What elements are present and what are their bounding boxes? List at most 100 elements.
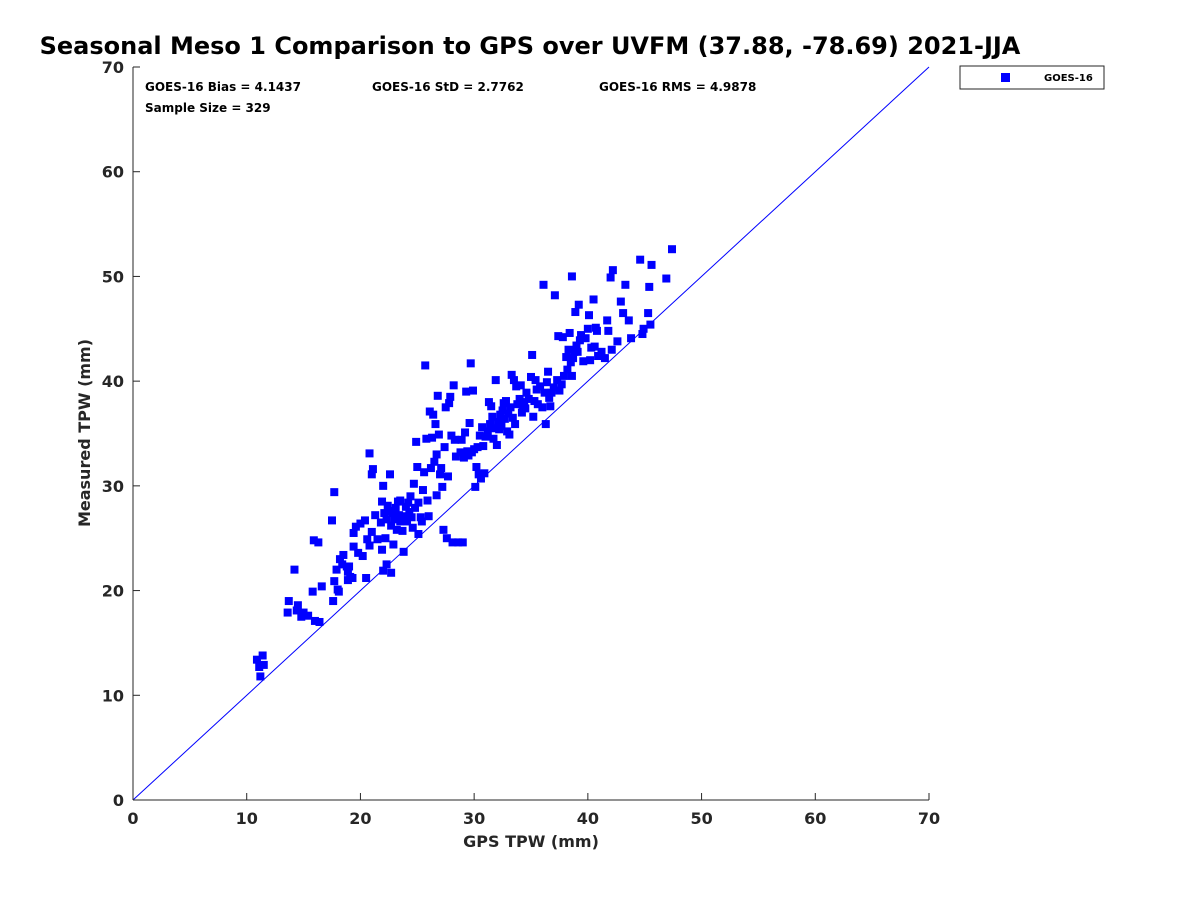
data-point [583,324,592,333]
data-point [432,491,441,500]
data-point [401,502,410,511]
y-tick-label: 20 [102,582,124,601]
data-point [563,365,572,374]
data-point [429,410,438,419]
y-tick-label: 0 [113,791,124,810]
data-point [440,443,449,452]
data-point [373,535,382,544]
data-point [314,538,323,547]
data-point [387,568,396,577]
axes [132,67,929,801]
data-point [522,388,531,397]
data-point [430,457,439,466]
data-point [517,408,526,417]
data-point [449,381,458,390]
data-point [391,503,400,512]
data-point [466,359,475,368]
data-point [396,517,405,526]
data-point [255,663,264,672]
data-point [491,376,500,385]
data-point [433,391,442,400]
data-point [297,612,306,621]
data-point [426,464,435,473]
data-point [603,316,612,325]
data-point [471,482,480,491]
data-point [489,434,498,443]
x-axis-label: GPS TPW (mm) [463,832,599,851]
data-point [411,503,420,512]
x-tick-label: 60 [804,809,826,828]
data-point [600,354,609,363]
data-point [349,528,358,537]
data-point [299,608,308,617]
data-point [349,542,358,551]
data-point [497,422,506,431]
x-tick-label: 70 [918,809,940,828]
data-point [509,376,518,385]
data-point [472,463,481,472]
data-point [383,501,392,510]
data-point [459,453,468,462]
data-point [399,547,408,556]
data-point [441,403,450,412]
data-point [469,386,478,395]
data-point [252,655,261,664]
data-point [586,356,595,365]
data-point [436,470,445,479]
data-point [533,400,542,409]
data-point [378,497,387,506]
data-point [454,538,463,547]
data-point [473,443,482,452]
data-point [542,378,551,387]
data-point [613,337,622,346]
data-point [367,470,376,479]
y-tick-label: 10 [102,686,124,705]
bias-annotation: GOES-16 Bias = 4.1437 [145,80,301,94]
data-point [416,513,425,522]
data-point [380,509,389,518]
data-point [329,597,338,606]
data-point [365,449,374,458]
data-point [259,660,268,669]
data-point [443,472,452,481]
data-point [647,260,656,269]
data-point [396,496,405,505]
data-point [516,381,525,390]
data-point [339,550,348,559]
data-point [447,431,456,440]
data-point [293,601,302,610]
data-point [490,424,499,433]
data-point [408,523,417,532]
y-tick-label: 30 [102,477,124,496]
data-point [562,353,571,362]
data-point [589,295,598,304]
data-point [557,380,566,389]
data-point [494,417,503,426]
data-point [483,427,492,436]
data-point [573,347,582,356]
legend-label: GOES-16 [1044,73,1093,84]
data-point [481,432,490,441]
data-point [309,536,318,545]
data-point [550,291,559,300]
data-point [492,441,501,450]
data-point [486,420,495,429]
rms-annotation: GOES-16 RMS = 4.9878 [599,80,756,94]
data-point [487,402,496,411]
data-point [566,358,575,367]
data-point [368,465,377,474]
data-point [488,412,497,421]
data-point [555,386,564,395]
data-point [465,419,474,428]
data-point [417,517,426,526]
data-point [624,316,633,325]
data-point [547,388,556,397]
data-point [422,434,431,443]
data-point [608,266,617,275]
data-point [389,540,398,549]
data-point [338,560,347,569]
data-point [382,515,391,524]
chart-title: Seasonal Meso 1 Comparison to GPS over U… [40,32,1021,60]
data-point [496,410,505,419]
data-point [474,470,483,479]
